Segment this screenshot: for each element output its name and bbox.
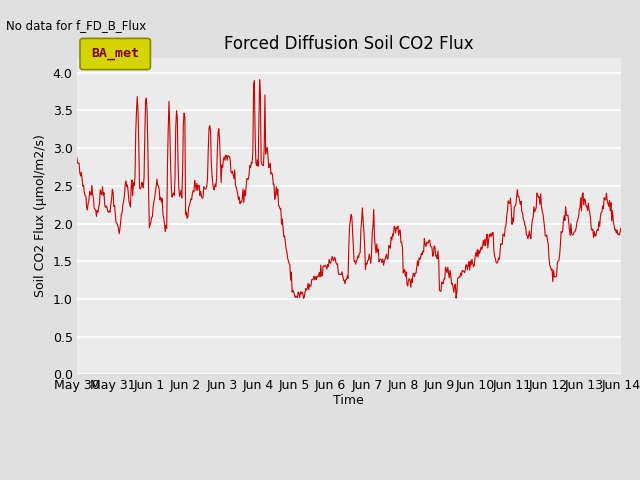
Y-axis label: Soil CO2 Flux (μmol/m2/s): Soil CO2 Flux (μmol/m2/s) <box>34 134 47 298</box>
Text: BA_met: BA_met <box>91 48 140 60</box>
Text: No data for f_FD_B_Flux: No data for f_FD_B_Flux <box>6 19 147 32</box>
Title: Forced Diffusion Soil CO2 Flux: Forced Diffusion Soil CO2 Flux <box>224 35 474 53</box>
X-axis label: Time: Time <box>333 395 364 408</box>
